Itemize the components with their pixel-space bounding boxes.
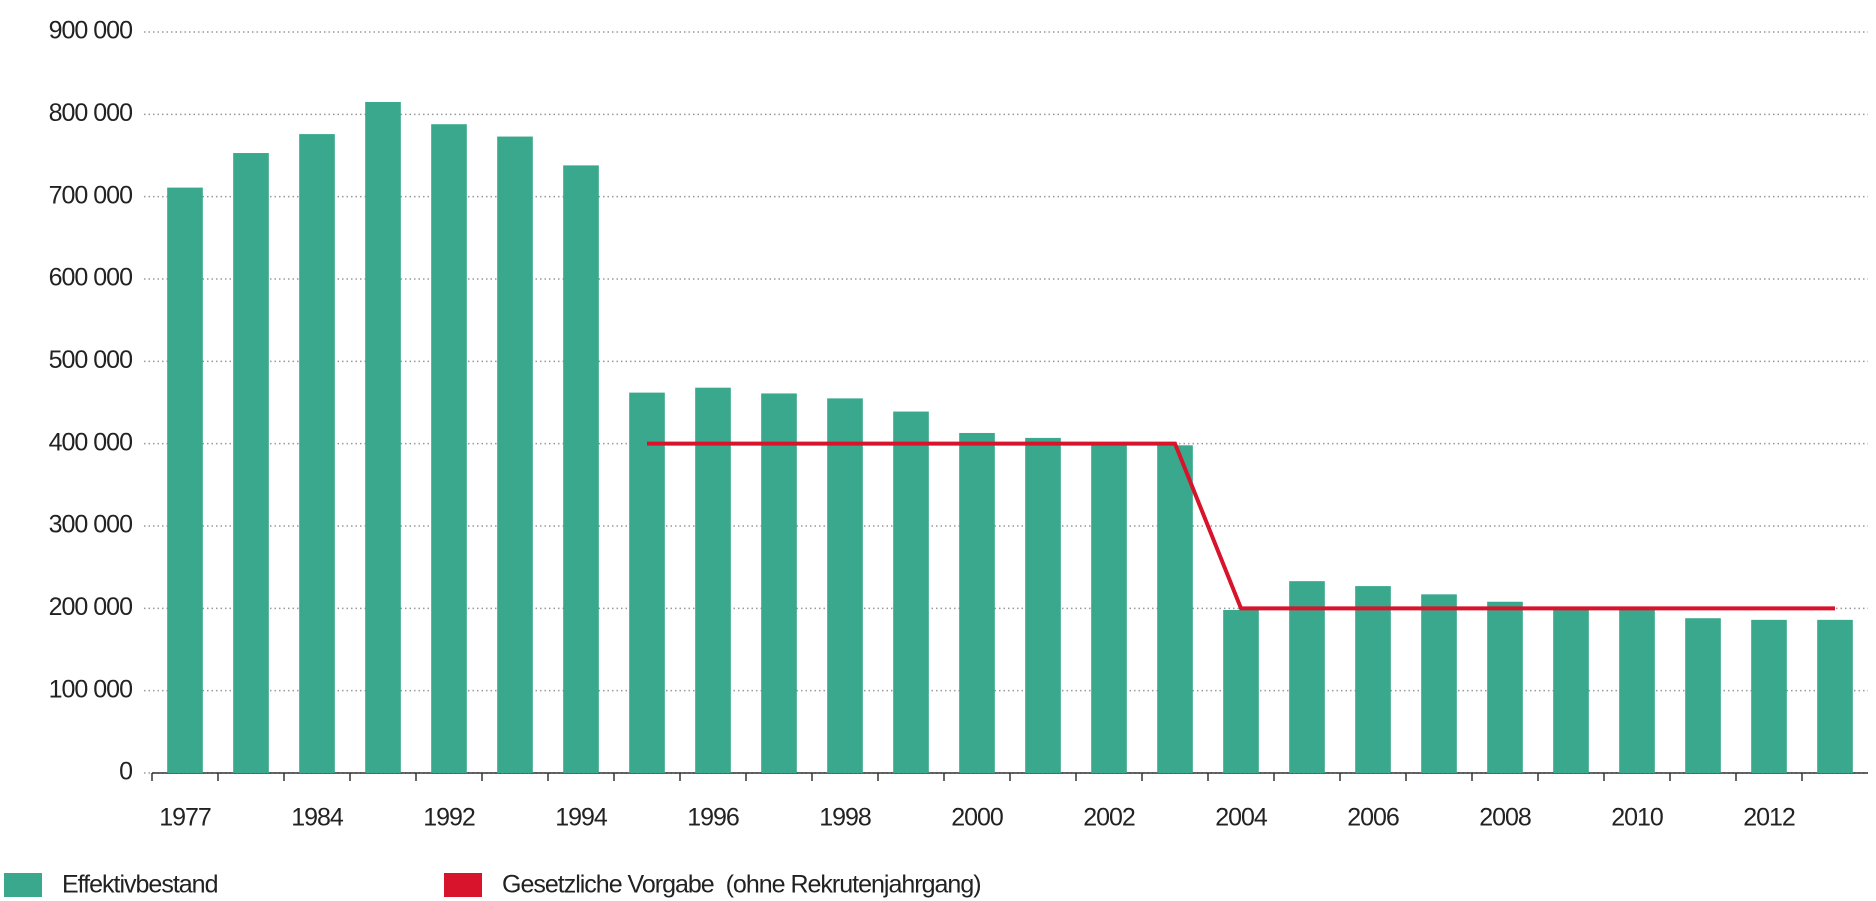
bar — [299, 134, 335, 774]
y-tick-label: 700 000 — [49, 181, 132, 209]
x-tick-label: 2000 — [951, 804, 1003, 832]
x-tick-label: 1984 — [291, 804, 344, 832]
bar — [1421, 594, 1457, 773]
bar — [1355, 586, 1391, 773]
bar — [893, 411, 929, 773]
bar — [1289, 581, 1325, 773]
bar — [1091, 442, 1127, 773]
y-tick-label: 0 — [119, 758, 132, 786]
legend-label: Gesetzliche Vorgabe (ohne Rekrutenjahrga… — [502, 871, 981, 899]
bar — [1487, 601, 1523, 773]
bar — [1025, 437, 1061, 773]
x-tick-label: 2012 — [1743, 804, 1795, 832]
x-tick-label: 2010 — [1611, 804, 1663, 832]
bar — [563, 165, 599, 773]
bar — [761, 393, 797, 773]
y-tick-label: 400 000 — [49, 428, 132, 456]
bar — [1817, 619, 1853, 773]
y-tick-label: 500 000 — [49, 346, 132, 374]
bar — [497, 136, 533, 773]
x-tick-label: 1996 — [687, 804, 739, 832]
bar — [1619, 609, 1655, 773]
line — [647, 441, 1835, 611]
x-tick-label: 2006 — [1347, 804, 1399, 832]
bar — [1553, 609, 1589, 773]
bar — [1223, 609, 1259, 773]
y-tick-label: 100 000 — [49, 675, 132, 703]
x-tick-label: 1994 — [555, 804, 608, 832]
legend-label: Effektivbestand — [62, 871, 218, 899]
y-tick-label: 200 000 — [49, 593, 132, 621]
y-tick-label: 800 000 — [49, 99, 132, 127]
bar — [959, 432, 995, 773]
y-tick-label: 900 000 — [49, 17, 132, 45]
bar — [365, 101, 401, 773]
bar — [1157, 445, 1193, 773]
x-tick-label: 1998 — [819, 804, 871, 832]
bar — [233, 153, 269, 773]
x-tick-label: 1977 — [159, 804, 211, 832]
x-tick-label: 2008 — [1479, 804, 1531, 832]
y-tick-label: 600 000 — [49, 264, 132, 292]
x-tick-label: 1992 — [423, 804, 475, 832]
bar — [167, 187, 203, 774]
bar — [1685, 618, 1721, 773]
bar — [629, 392, 665, 773]
bar — [827, 398, 863, 773]
bar — [1751, 619, 1787, 773]
x-tick-label: 2002 — [1083, 804, 1135, 832]
legend-swatch — [444, 873, 482, 897]
legend-swatch — [4, 873, 42, 897]
y-tick-label: 300 000 — [49, 511, 132, 539]
bar — [431, 124, 467, 774]
bar — [695, 387, 731, 773]
x-tick-label: 2004 — [1215, 804, 1268, 832]
